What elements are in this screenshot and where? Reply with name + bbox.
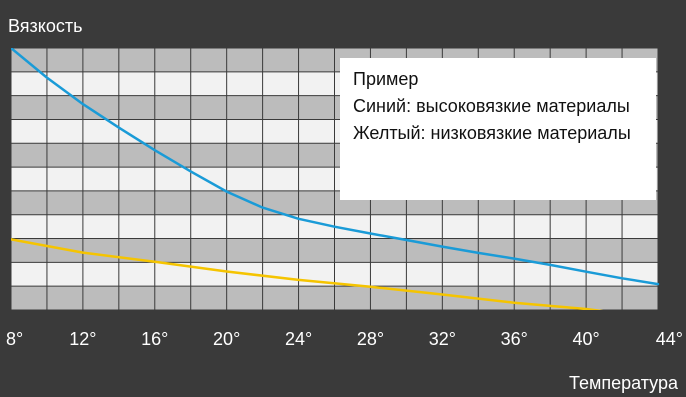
x-tick-label: 12° (69, 329, 96, 349)
legend-title: Пример (353, 69, 419, 89)
x-tick-label: 24° (285, 329, 312, 349)
x-tick-label: 44° (656, 329, 683, 349)
x-tick-labels: 8° 12° 16° 20° 24° 28° 32° 36° 40° 44° (6, 329, 683, 349)
x-tick-label: 16° (141, 329, 168, 349)
legend-entry-yellow: Желтый: низковязкие материалы (353, 123, 631, 143)
y-axis-label: Вязкость (8, 16, 83, 36)
legend: Пример Синий: высоковязкие материалы Жел… (340, 58, 656, 200)
x-tick-label: 20° (213, 329, 240, 349)
legend-entry-blue: Синий: высоковязкие материалы (353, 96, 630, 116)
x-tick-label: 8° (6, 329, 23, 349)
x-tick-label: 36° (501, 329, 528, 349)
x-tick-label: 40° (572, 329, 599, 349)
series-line-yellow (11, 238, 604, 310)
x-tick-label: 32° (429, 329, 456, 349)
x-tick-label: 28° (357, 329, 384, 349)
series-line-blue (11, 48, 660, 286)
series-layer (11, 48, 660, 310)
x-axis-label: Температура (569, 373, 679, 393)
